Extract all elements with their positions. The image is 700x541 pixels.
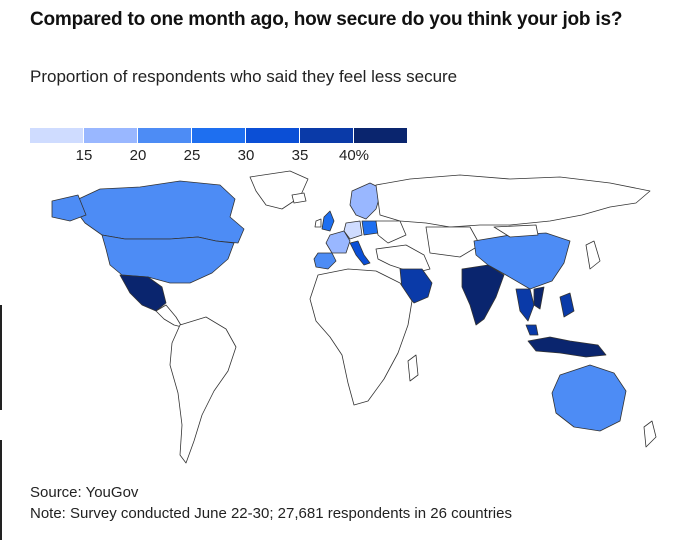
legend-swatch: [300, 128, 353, 143]
world-map: [51, 170, 657, 464]
map-indonesia: [527, 336, 607, 358]
legend-tick-label: 25: [183, 147, 201, 164]
legend-tick-label: 20: [129, 147, 147, 164]
map-eastern-europe: [375, 220, 407, 244]
map-united-states: [101, 234, 235, 284]
legend-tick-label: 40%: [338, 147, 370, 164]
map-russia: [375, 174, 651, 228]
map-philippines: [559, 292, 575, 318]
map-nordics: [349, 182, 383, 220]
map-thailand: [515, 288, 535, 322]
map-vietnam: [533, 286, 545, 310]
legend-swatch: [192, 128, 245, 143]
map-spain: [313, 252, 337, 270]
map-japan: [585, 240, 601, 270]
legend-tick-label: 35: [291, 147, 309, 164]
legend-tick-label: 15: [75, 147, 93, 164]
map-malaysia: [525, 324, 539, 336]
map-africa: [309, 268, 413, 406]
map-central-america: [155, 304, 183, 328]
source-note: Source: YouGov: [30, 484, 139, 501]
chart-subtitle: Proportion of respondents who said they …: [30, 67, 458, 86]
left-edge-mark: [0, 305, 2, 410]
map-south-america: [169, 316, 237, 464]
legend-tick-label: 30: [237, 147, 255, 164]
footnote: Note: Survey conducted June 22-30; 27,68…: [30, 505, 512, 522]
chart-title: Compared to one month ago, how secure do…: [30, 9, 623, 30]
map-new-zealand: [643, 420, 657, 448]
legend-swatch: [246, 128, 299, 143]
map-ireland: [314, 218, 322, 228]
map-poland: [361, 220, 379, 236]
map-australia: [551, 364, 627, 432]
map-mongolia: [493, 224, 539, 238]
legend-swatch: [30, 128, 83, 143]
map-mexico: [119, 274, 167, 312]
map-central-asia: [425, 226, 481, 258]
color-legend: 15 20 25 30 35 40%: [30, 128, 408, 167]
legend-swatch: [84, 128, 137, 143]
map-germany: [343, 220, 363, 240]
left-edge-mark: [0, 440, 2, 540]
legend-swatch: [138, 128, 191, 143]
map-italy: [349, 240, 371, 266]
legend-swatch: [354, 128, 407, 143]
map-canada: [69, 180, 245, 244]
map-iceland: [291, 192, 307, 204]
map-alaska: [51, 194, 87, 222]
map-united-kingdom: [321, 210, 335, 232]
map-greenland: [249, 170, 309, 210]
map-india: [461, 264, 505, 326]
map-madagascar: [407, 354, 419, 382]
